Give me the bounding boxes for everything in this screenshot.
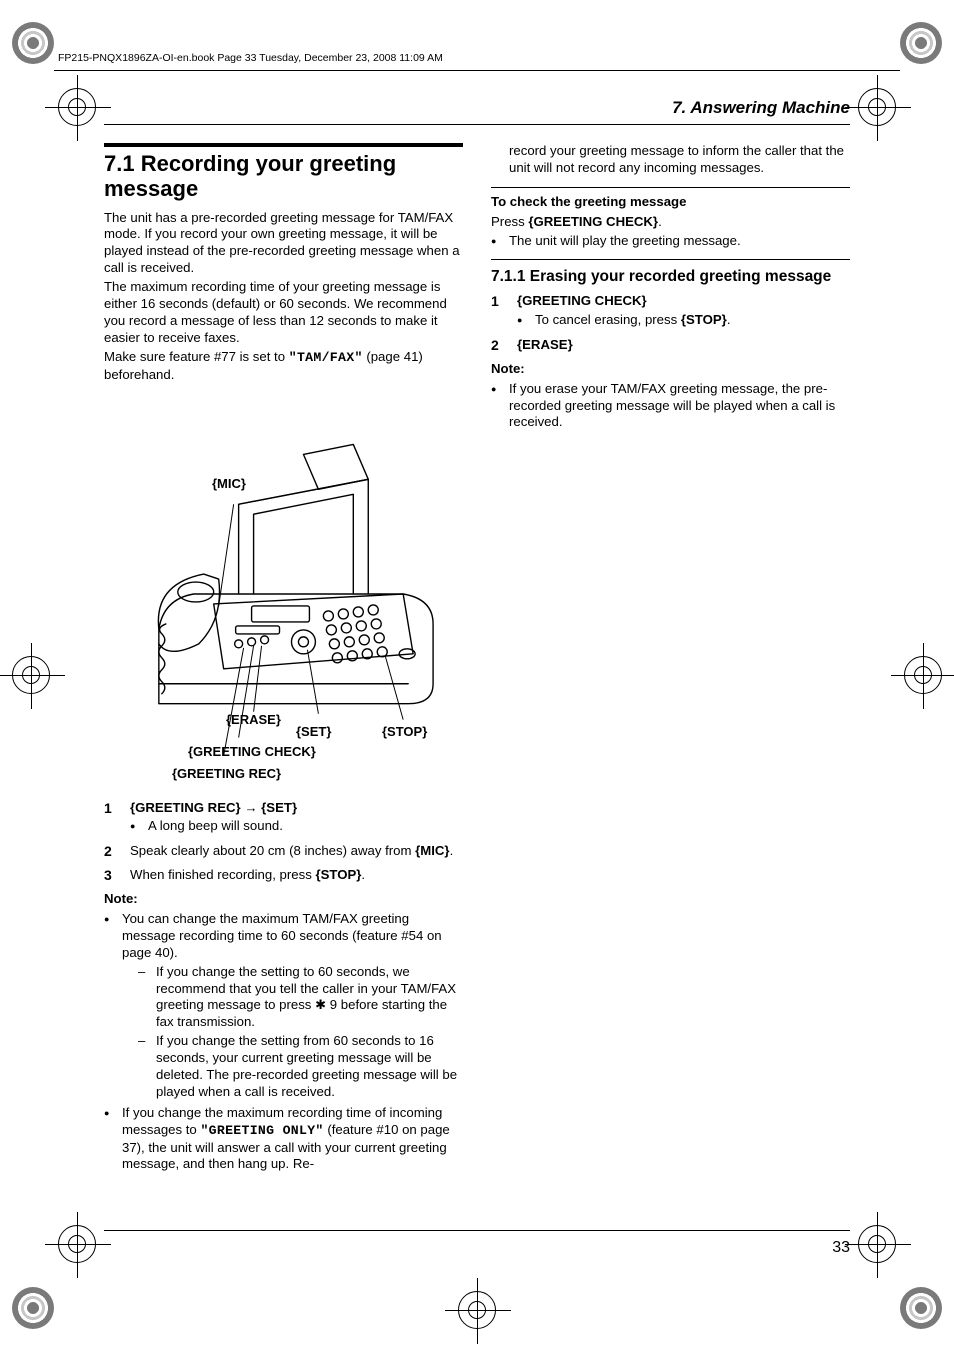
bullet-text: To cancel erasing, press {STOP}. <box>535 312 730 329</box>
registration-mark-icon <box>904 656 942 694</box>
left-column: 7.1 Recording your greeting message The … <box>104 143 463 1175</box>
note-text: You can change the maximum TAM/FAX greet… <box>122 911 442 960</box>
chapter-title: 7. Answering Machine <box>104 98 850 122</box>
bullet-text: The unit will play the greeting message. <box>509 233 741 250</box>
note-text: If you change the setting to 60 seconds,… <box>156 964 463 1032</box>
procedure-steps: 1 {GREETING CHECK} To cancel erasing, pr… <box>491 293 850 355</box>
bottom-rule <box>104 1230 850 1231</box>
step-item: 2 Speak clearly about 20 cm (8 inches) a… <box>104 843 463 861</box>
page-number: 33 <box>832 1239 850 1257</box>
crop-corner-icon <box>12 22 54 64</box>
figure-label-erase: {ERASE} <box>226 712 281 729</box>
subsection-title: 7.1.1 Erasing your recorded greeting mes… <box>491 268 850 287</box>
note-text: If you change the setting from 60 second… <box>156 1033 463 1101</box>
crop-corner-icon <box>900 1287 942 1329</box>
body-text: The unit has a pre-recorded greeting mes… <box>104 210 463 278</box>
step-item: 3 When finished recording, press {STOP}. <box>104 867 463 885</box>
registration-mark-icon <box>58 88 96 126</box>
registration-mark-icon <box>12 656 50 694</box>
note-text: If you erase your TAM/FAX greeting messa… <box>509 381 850 432</box>
figure-label-gcheck: {GREETING CHECK} <box>188 744 316 761</box>
crop-corner-icon <box>12 1287 54 1329</box>
body-text: Press {GREETING CHECK}. <box>491 214 850 231</box>
note-list: You can change the maximum TAM/FAX greet… <box>104 911 463 1173</box>
divider <box>491 187 850 188</box>
note-heading: Note: <box>491 361 850 378</box>
divider <box>491 259 850 260</box>
figure-label-stop: {STOP} <box>382 724 427 741</box>
mono-literal: "GREETING ONLY" <box>200 1123 323 1138</box>
right-column: record your greeting message to inform t… <box>491 143 850 1175</box>
crop-corner-icon <box>900 22 942 64</box>
procedure-steps: 1 {GREETING REC} → {SET} A long beep wil… <box>104 800 463 886</box>
registration-mark-icon <box>458 1291 496 1329</box>
registration-mark-icon <box>58 1225 96 1263</box>
figure-label-grec: {GREETING REC} <box>172 766 281 783</box>
note-text: If you change the maximum recording time… <box>122 1105 463 1174</box>
running-header: FP215-PNQX1896ZA-OI-en.book Page 33 Tues… <box>58 52 443 64</box>
step-item: 1 {GREETING REC} → {SET} A long beep wil… <box>104 800 463 838</box>
top-rule <box>104 124 850 125</box>
body-text: The maximum recording time of your greet… <box>104 279 463 347</box>
figure-label-mic: {MIC} <box>212 476 246 493</box>
section-accent <box>104 143 463 147</box>
step-item: 2 {ERASE} <box>491 337 850 355</box>
mono-literal: "TAM/FAX" <box>289 350 363 365</box>
step-item: 1 {GREETING CHECK} To cancel erasing, pr… <box>491 293 850 331</box>
header-rule <box>54 70 900 71</box>
section-title: 7.1 Recording your greeting message <box>104 151 463 202</box>
fax-machine-figure: {MIC} {ERASE} {SET} {STOP} {GREETING CHE… <box>104 394 463 794</box>
figure-label-set: {SET} <box>296 724 331 741</box>
subsection-heading: To check the greeting message <box>491 194 850 211</box>
continuation-text: record your greeting message to inform t… <box>491 143 850 177</box>
registration-mark-icon <box>858 88 896 126</box>
body-text: Make sure feature #77 is set to "TAM/FAX… <box>104 349 463 384</box>
note-heading: Note: <box>104 891 463 908</box>
page-content: 7. Answering Machine 7.1 Recording your … <box>104 98 850 1253</box>
registration-mark-icon <box>858 1225 896 1263</box>
